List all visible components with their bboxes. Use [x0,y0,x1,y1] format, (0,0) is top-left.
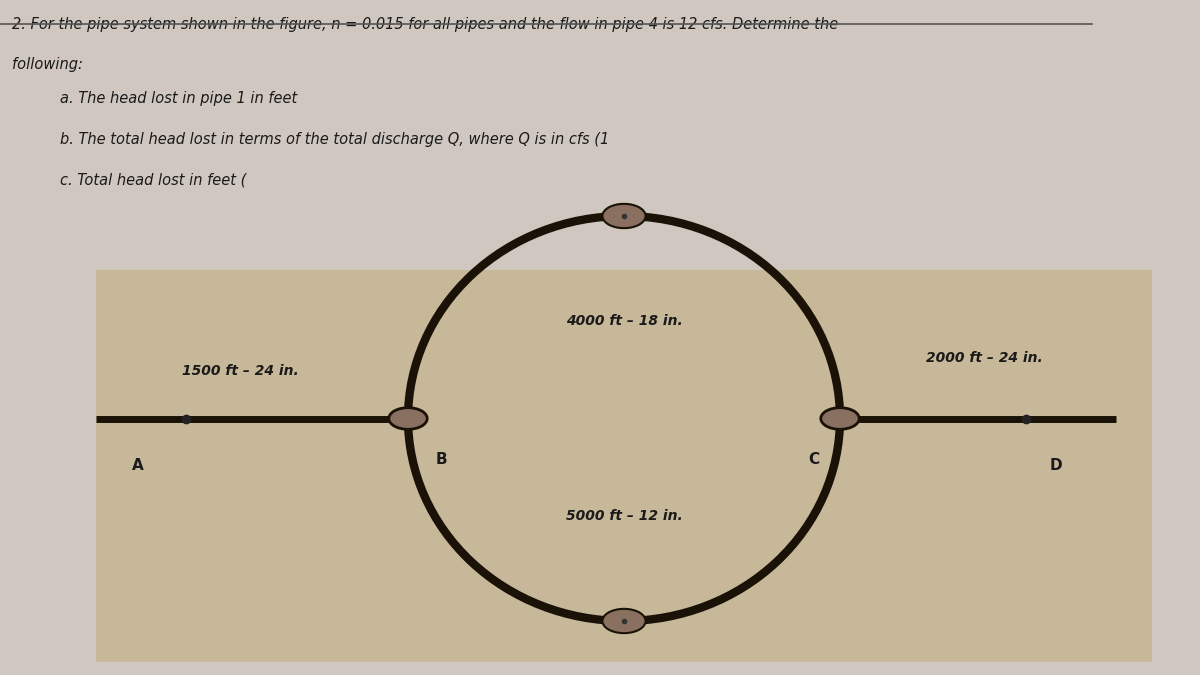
Circle shape [821,408,859,429]
Text: b. The total head lost in terms of the total discharge Q, where Q is in cfs (1: b. The total head lost in terms of the t… [60,132,610,146]
Text: following:: following: [12,57,83,72]
Circle shape [389,408,427,429]
Text: A: A [132,458,144,473]
Text: C: C [808,452,820,466]
Circle shape [602,204,646,228]
Text: 2. For the pipe system shown in the figure, n = 0.015 for all pipes and the flow: 2. For the pipe system shown in the figu… [12,17,839,32]
Text: 5000 ft – 12 in.: 5000 ft – 12 in. [565,509,683,522]
Text: B: B [436,452,448,466]
Text: 2000 ft – 24 in.: 2000 ft – 24 in. [925,351,1043,364]
Circle shape [602,609,646,633]
Text: c. Total head lost in feet (: c. Total head lost in feet ( [60,172,246,187]
Text: 1500 ft – 24 in.: 1500 ft – 24 in. [181,364,299,378]
Text: D: D [1050,458,1062,473]
Text: 4000 ft – 18 in.: 4000 ft – 18 in. [565,315,683,328]
Text: a. The head lost in pipe 1 in feet: a. The head lost in pipe 1 in feet [60,91,298,106]
